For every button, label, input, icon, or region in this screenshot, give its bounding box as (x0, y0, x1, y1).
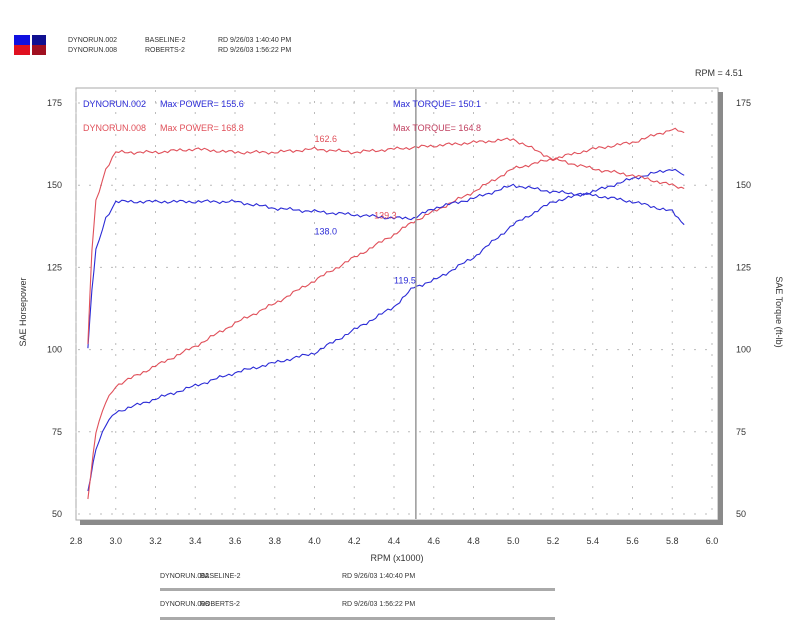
y-left-tick-label: 75 (52, 427, 62, 437)
y-left-tick-label: 175 (47, 98, 62, 108)
x-tick-label: 5.8 (666, 536, 679, 546)
y-right-tick-label: 175 (736, 98, 751, 108)
run-color-swatch (14, 35, 46, 55)
cursor-label-run1-power: 119.5 (394, 275, 416, 285)
x-tick-label: 4.6 (427, 536, 440, 546)
x-tick-label: 4.4 (388, 536, 401, 546)
legend-run2-power: Max POWER= 168.8 (160, 123, 244, 133)
x-tick-label: 3.0 (109, 536, 122, 546)
series-run1-torque (87, 183, 685, 349)
run-table: DYNORUN.002 BASELINE-2 RD 9/26/03 1:40:4… (160, 573, 555, 620)
frame-shadow-bottom (80, 520, 723, 525)
x-tick-label: 5.6 (626, 536, 639, 546)
cursor-readout: RPM = 4.51 (695, 68, 743, 78)
x-tick-label: 5.2 (547, 536, 560, 546)
x-axis-title: RPM (x1000) (370, 553, 423, 563)
x-tick-label: 4.2 (348, 536, 361, 546)
table-run2-name: ROBERTS-2 (200, 601, 240, 608)
table-run1-file: DYNORUN.002 (160, 573, 209, 580)
y-right-tick-label: 100 (736, 345, 751, 355)
x-tick-label: 3.6 (229, 536, 242, 546)
x-tick-label: 3.8 (268, 536, 281, 546)
header-run1-info: RD 9/26/03 1:40:40 PM (218, 37, 291, 44)
legend-run1-file: DYNORUN.002 (83, 99, 146, 109)
header-run1-file: DYNORUN.002 (68, 37, 117, 44)
x-tick-labels: 2.8 3.0 3.2 3.4 3.6 3.8 4.0 4.2 4.4 4.6 4.8 5.0 5.2 5… (70, 536, 719, 546)
header-run2-name: ROBERTS-2 (145, 47, 185, 54)
cursor-label-run1-torque: 138.0 (315, 227, 338, 237)
y-right-tick-label: 150 (736, 180, 751, 190)
series-run2-power (87, 127, 685, 500)
table-run1-info: RD 9/26/03 1:40:40 PM (342, 573, 415, 580)
y-left-tick-label: 50 (52, 509, 62, 519)
y-left-tick-label: 100 (47, 345, 62, 355)
y-left-tick-label: 125 (47, 262, 62, 272)
x-tick-label: 6.0 (706, 536, 719, 546)
y-left-tick-label: 150 (47, 180, 62, 190)
legend-run1-torque: Max TORQUE= 150.1 (393, 99, 481, 109)
x-tick-label: 3.2 (149, 536, 162, 546)
y-right-tick-label: 50 (736, 509, 746, 519)
x-tick-label: 5.4 (586, 536, 599, 546)
x-tick-label: 4.8 (467, 536, 480, 546)
grid (75, 90, 716, 518)
series-lines (87, 127, 685, 500)
table-run2-info: RD 9/26/03 1:56:22 PM (342, 601, 415, 608)
table-run1-bar (160, 588, 555, 591)
x-tick-label: 3.4 (189, 536, 202, 546)
legend-run2-file: DYNORUN.008 (83, 123, 146, 133)
y-axis-left-title: SAE Horsepower (18, 277, 28, 346)
header-run2-file: DYNORUN.008 (68, 47, 117, 54)
y-right-tick-label: 125 (736, 262, 751, 272)
x-tick-label: 2.8 (70, 536, 83, 546)
x-tick-label: 4.0 (308, 536, 321, 546)
legend-run1-power: Max POWER= 155.6 (160, 99, 244, 109)
header-run1-name: BASELINE-2 (145, 37, 186, 44)
table-run2-file: DYNORUN.008 (160, 601, 209, 608)
x-tick-label: 5.0 (507, 536, 520, 546)
table-run1-name: BASELINE-2 (200, 573, 241, 580)
y-tick-labels: 50 50 75 75 100 100 125 125 150 150 175 175 (47, 98, 751, 519)
frame-shadow-right (718, 92, 723, 522)
series-run2-torque (87, 137, 685, 345)
cursor-label-run2-torque: 162.6 (315, 134, 338, 144)
cursor-value-labels: 162.6 139.3 138.0 119.5 (315, 134, 416, 286)
header-run2-info: RD 9/26/03 1:56:22 PM (218, 47, 291, 54)
y-axis-right-title: SAE Torque (ft-lb) (774, 276, 784, 347)
table-run2-bar (160, 617, 555, 620)
y-right-tick-label: 75 (736, 427, 746, 437)
legend-run2-torque: Max TORQUE= 164.8 (393, 123, 481, 133)
cursor-label-run2-power: 139.3 (374, 210, 397, 220)
